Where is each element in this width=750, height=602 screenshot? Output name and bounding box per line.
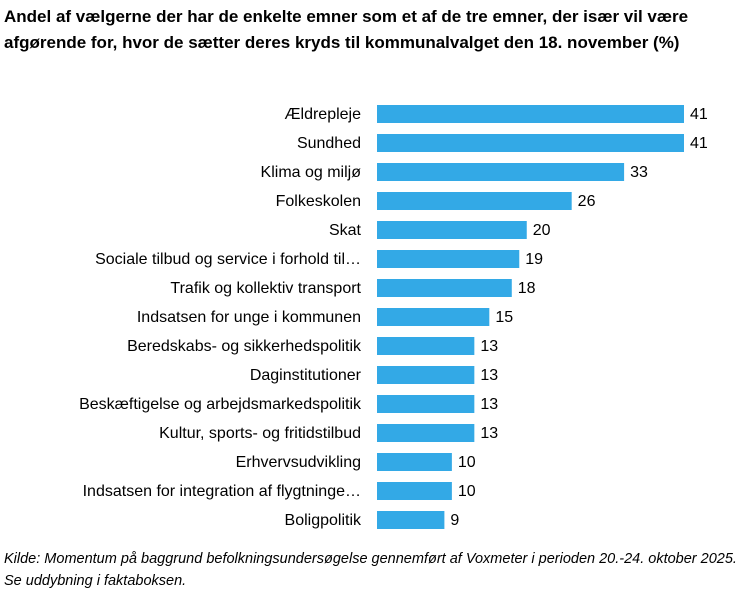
bar [377,395,475,413]
bar [377,424,475,442]
category-label: Indsatsen for unge i kommunen [137,309,361,326]
bar [377,192,572,210]
value-label: 9 [450,512,459,529]
category-label: Erhvervsudvikling [236,454,361,471]
value-label: 10 [458,454,476,471]
value-label: 18 [518,280,536,297]
bar [377,337,475,355]
bar [377,221,527,239]
category-label: Klima og miljø [261,164,362,181]
category-label: Daginstitutioner [250,367,362,384]
category-label: Folkeskolen [276,193,361,210]
category-label: Sundhed [297,135,361,152]
category-label: Kultur, sports- og fritidstilbud [159,425,361,442]
bar [377,482,452,500]
value-label: 33 [630,164,648,181]
bar [377,308,490,326]
category-label: Beredskabs- og sikkerhedspolitik [127,338,362,355]
bar [377,279,512,297]
category-label: Trafik og kollektiv transport [170,280,361,297]
value-label: 10 [458,483,476,500]
bar [377,366,475,384]
chart: Ældrepleje 41 Sundhed 41 Klima og miljø 33 Fol… [79,105,708,529]
bar [377,163,625,181]
value-label: 26 [578,193,596,210]
category-label: Beskæftigelse og arbejdsmarkedspolitik [79,396,362,413]
value-label: 13 [480,338,498,355]
category-label: Skat [329,222,362,239]
value-label: 15 [495,309,513,326]
value-label: 13 [480,396,498,413]
bar [377,453,452,471]
bar [377,134,684,152]
category-label: Sociale tilbud og service i forhold til… [95,251,361,268]
category-label: Indsatsen for integration af flygtninge… [83,483,361,500]
value-label: 13 [480,367,498,384]
source-note: Kilde: Momentum på baggrund befolkningsu… [4,551,737,589]
bar [377,511,445,529]
category-label: Boligpolitik [285,512,362,529]
value-label: 19 [525,251,543,268]
value-label: 41 [690,106,708,123]
value-label: 13 [480,425,498,442]
value-label: 41 [690,135,708,152]
chart-title: Andel af vælgerne der har de enkelte emn… [4,7,689,52]
category-label: Ældrepleje [285,106,362,123]
bar [377,250,520,268]
value-label: 20 [533,222,551,239]
bar [377,105,684,123]
